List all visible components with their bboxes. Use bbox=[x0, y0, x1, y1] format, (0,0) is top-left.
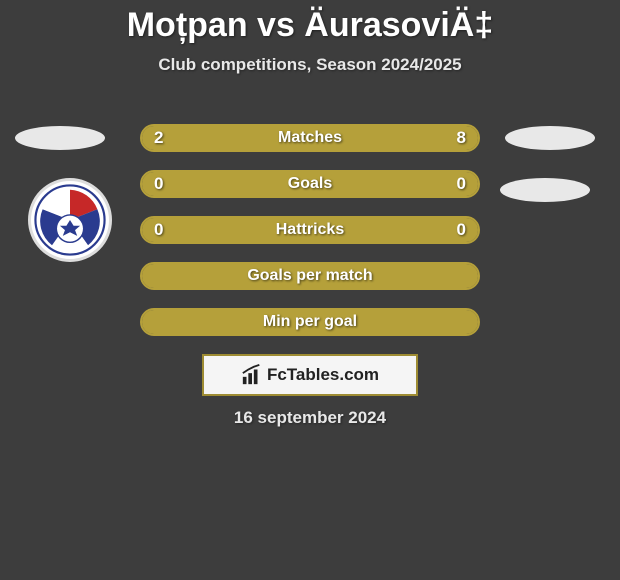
stat-label: Hattricks bbox=[142, 218, 478, 242]
brand-box[interactable]: FcTables.com bbox=[202, 354, 418, 396]
stat-label: Goals bbox=[142, 172, 478, 196]
stat-bar-goals: 00Goals bbox=[140, 170, 480, 198]
page-title: Moțpan vs ÄurasoviÄ‡ bbox=[0, 0, 620, 45]
placeholder-oval bbox=[505, 126, 595, 150]
stat-bar-min-per-goal: Min per goal bbox=[140, 308, 480, 336]
placeholder-oval bbox=[500, 178, 590, 202]
stat-label: Goals per match bbox=[142, 264, 478, 288]
stat-label: Min per goal bbox=[142, 310, 478, 334]
placeholder-oval bbox=[15, 126, 105, 150]
stat-label: Matches bbox=[142, 126, 478, 150]
club-logo-icon bbox=[34, 184, 106, 256]
chart-icon bbox=[241, 364, 263, 386]
brand-text: FcTables.com bbox=[267, 365, 379, 385]
stat-bar-goals-per-match: Goals per match bbox=[140, 262, 480, 290]
club-badge-left bbox=[28, 178, 112, 262]
stat-bar-matches: 28Matches bbox=[140, 124, 480, 152]
subtitle: Club competitions, Season 2024/2025 bbox=[0, 55, 620, 75]
stat-bar-hattricks: 00Hattricks bbox=[140, 216, 480, 244]
date-line: 16 september 2024 bbox=[0, 408, 620, 428]
